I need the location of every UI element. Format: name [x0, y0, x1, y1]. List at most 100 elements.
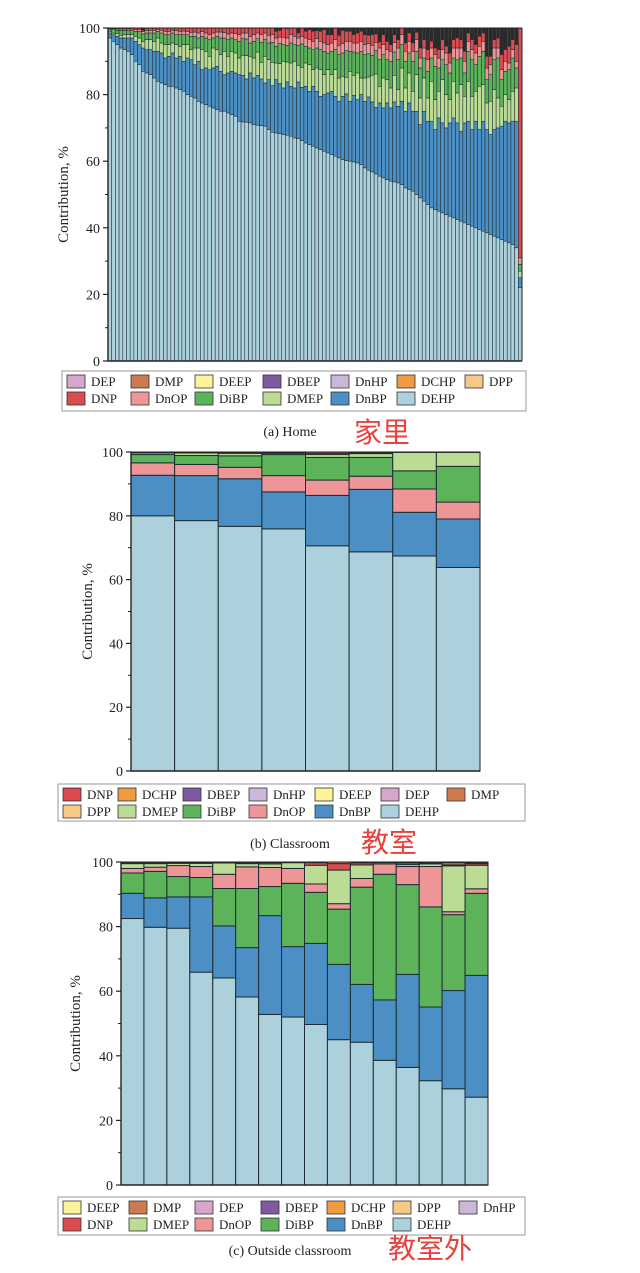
legend-label: DnBP [355, 391, 387, 406]
bar-segment-other [418, 28, 423, 48]
bar-segment-dmep [370, 75, 375, 103]
bar-column-83 [410, 28, 416, 362]
bar-segment-dnbp [226, 72, 231, 114]
bar-segment-other [444, 28, 449, 47]
bar-segment-dnbp [129, 37, 135, 55]
bar-segment-dehp [288, 135, 294, 362]
bar-segment-other [422, 28, 426, 40]
bar-segment-dmep [285, 61, 290, 83]
bar-column-39 [248, 27, 253, 362]
bar-segment-dibp [311, 49, 316, 70]
bar-column-91 [440, 28, 445, 362]
bar-segment-dehp [414, 194, 419, 362]
bar-segment-dibp [259, 42, 264, 63]
bar-segment-dnp [296, 32, 301, 39]
bar-segment-dnop [258, 866, 283, 888]
bar-segment-dibp [262, 39, 268, 57]
bar-segment-dibp [292, 44, 297, 62]
bar-segment-dehp [192, 97, 197, 362]
bar-segment-dnbp [318, 95, 323, 150]
legend-swatch [194, 374, 214, 389]
bar-column-1 [120, 861, 145, 1186]
chart-caption: (a) Home [263, 425, 316, 440]
bar-segment-dnop [189, 866, 214, 879]
bar-segment-dibp [373, 50, 379, 75]
legend-label: DBEP [287, 374, 320, 389]
legend-label: DiBP [207, 804, 236, 819]
bar-segment-dnbp [395, 973, 420, 1068]
bar-segment-dibp [359, 51, 364, 79]
bar-segment-dnp [340, 30, 345, 44]
bar-segment-dibp [229, 37, 234, 52]
bar-segment-dnop [348, 475, 394, 490]
bar-segment-dmep [126, 34, 131, 39]
bar-segment-dibp [447, 72, 453, 100]
legend-swatch [62, 1217, 82, 1232]
bar-segment-dnop [203, 32, 209, 39]
bar-segment-dibp [451, 57, 456, 82]
legend-swatch [392, 1217, 412, 1232]
bar-segment-dnp [200, 27, 205, 32]
bar-segment-other [455, 28, 460, 38]
bar-segment-dnop [440, 49, 445, 60]
bar-segment-dnop [421, 47, 427, 59]
bar-segment-dnp [488, 56, 493, 65]
bar-segment-dibp [166, 34, 172, 45]
bar-segment-dibp [403, 61, 408, 89]
bar-segment-dnop [464, 888, 489, 894]
legend-item-dnp: DNP [66, 391, 117, 406]
bar-segment-dibp [240, 38, 246, 56]
legend-swatch [62, 804, 82, 819]
y-axis-title: Contribution, % [56, 146, 72, 243]
bar-segment-dnbp [484, 129, 490, 234]
bar-segment-dmep [140, 41, 146, 49]
bar-segment-dmep [362, 77, 368, 102]
bar-segment-other [392, 28, 397, 35]
bar-segment-dnbp [499, 125, 504, 240]
legend-label: DBEP [207, 787, 240, 802]
legend-item-dbep: DBEP [182, 787, 240, 802]
bars [120, 861, 489, 1186]
bar-segment-dnop [481, 41, 486, 52]
bar-segment-other [274, 28, 279, 32]
bar-segment-dnop [248, 36, 253, 44]
bar-column-14 [155, 27, 161, 362]
bar-segment-dnop [217, 466, 263, 480]
bar-column-7 [392, 451, 437, 772]
legend-swatch [194, 1217, 214, 1232]
bar-column-42 [259, 27, 264, 362]
bar-segment-dnop [299, 36, 305, 45]
legend-label: DMEP [142, 804, 178, 819]
legend-swatch [130, 374, 150, 389]
bar-segment-dnop [305, 479, 350, 496]
bar-segment-dibp [488, 74, 493, 102]
legend-swatch [62, 787, 82, 802]
bar-segment-dnp [262, 27, 268, 34]
bar-column-75 [381, 28, 386, 362]
bar-segment-dibp [137, 31, 142, 39]
bar-segment-dnbp [462, 122, 467, 224]
bar-segment-dnop [495, 47, 501, 59]
legend-swatch [396, 374, 416, 389]
bar-segment-dehp [318, 149, 323, 362]
bar-segment-dmep [514, 87, 519, 122]
bar-segment-dnop [207, 34, 212, 40]
bar-segment-dnbp [433, 129, 438, 210]
bar-segment-dnbp [258, 915, 283, 1015]
bar-segment-dnbp [296, 81, 301, 139]
bar-segment-dnop [311, 41, 316, 50]
bar-segment-dnbp [155, 51, 161, 82]
bar-segment-dehp [518, 287, 523, 362]
legend-label: DEHP [417, 1217, 451, 1232]
legend-item-dnhp: DnHP [248, 787, 306, 802]
bar-segment-dnp [421, 39, 427, 49]
bar-segment-dnp [503, 49, 508, 62]
bar-segment-dnbp [333, 95, 338, 157]
bar-segment-dnop [518, 257, 523, 265]
legend-label: DnBP [339, 804, 371, 819]
bar-segment-dibp [314, 47, 319, 69]
bar-segment-dibp [143, 870, 168, 899]
chinese-annotation: 教室 [361, 826, 417, 859]
bar-segment-dnbp [240, 75, 246, 123]
bar-segment-dibp [418, 906, 443, 1008]
